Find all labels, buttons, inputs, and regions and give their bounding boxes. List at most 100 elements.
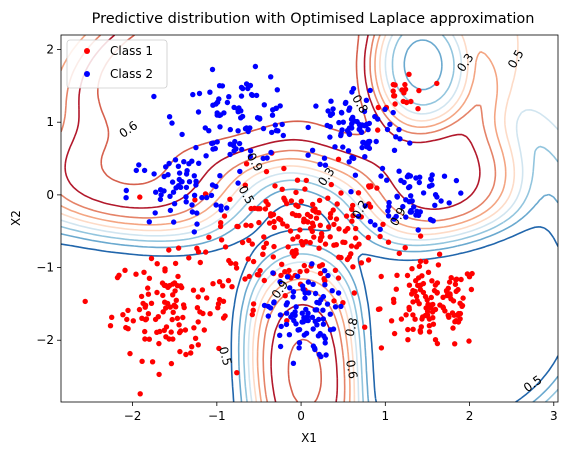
class-1-point	[350, 264, 356, 270]
class-1-point	[451, 312, 457, 318]
class-1-point	[261, 277, 267, 284]
class-1-point	[302, 186, 308, 192]
class-1-point	[466, 338, 472, 344]
class-1-point	[130, 318, 136, 324]
class-1-point	[229, 284, 235, 290]
class-2-point	[365, 126, 371, 133]
y-tick-label: 2	[46, 43, 54, 57]
class-1-point	[375, 306, 382, 312]
class-1-point	[220, 298, 227, 304]
class-1-point	[127, 350, 133, 357]
class-1-point	[405, 326, 411, 333]
class-2-point	[218, 207, 224, 213]
class-2-point	[396, 126, 402, 133]
class-2-point	[184, 168, 190, 174]
class-1-point	[333, 216, 340, 222]
class-1-point	[222, 244, 229, 250]
class-1-point	[348, 243, 355, 249]
class-2-point	[362, 154, 368, 160]
class-2-point	[429, 182, 435, 188]
legend-label-class-2: Class 2	[110, 67, 153, 81]
class-2-point	[141, 167, 148, 174]
class-2-point	[302, 290, 308, 296]
class-1-point	[204, 295, 210, 301]
class-2-point	[416, 179, 422, 186]
contour-label: 0.8	[342, 316, 360, 338]
class-1-point	[279, 186, 285, 192]
class-1-point	[317, 222, 323, 228]
class-1-point	[180, 314, 186, 321]
class-2-point	[169, 179, 176, 185]
class-2-point	[166, 160, 172, 167]
class-2-point	[133, 167, 139, 174]
class-1-point	[271, 243, 277, 250]
class-2-point	[216, 112, 223, 119]
class-1-point	[468, 286, 475, 293]
class-2-point	[183, 194, 189, 200]
class-1-point	[423, 258, 429, 265]
class-2-point	[328, 98, 334, 104]
class-1-point	[172, 288, 178, 294]
class-2-point	[320, 307, 326, 313]
class-2-point	[290, 289, 297, 295]
class-1-point	[195, 342, 201, 348]
class-2-point	[396, 168, 402, 174]
class-2-point	[175, 183, 182, 189]
class-2-point	[296, 340, 303, 346]
class-2-point	[146, 219, 152, 225]
class-1-point	[278, 272, 284, 279]
class-2-point	[247, 148, 254, 154]
class-2-point	[346, 131, 353, 138]
class-1-point	[406, 304, 412, 311]
class-1-point	[281, 165, 287, 172]
class-1-point	[434, 280, 441, 286]
class-1-point	[416, 301, 422, 307]
class-2-point	[213, 202, 219, 208]
class-2-point	[216, 96, 222, 102]
class-1-point	[233, 261, 239, 267]
class-2-point	[332, 144, 338, 150]
class-1-point	[396, 250, 402, 257]
class-1-point	[352, 235, 359, 241]
class-2-point	[375, 116, 381, 122]
class-2-point	[390, 109, 396, 116]
class-1-point	[440, 294, 446, 300]
class-1-point	[263, 240, 270, 246]
class-2-point	[239, 146, 245, 153]
class-1-point	[380, 221, 386, 227]
y-tick-label: −2	[36, 333, 54, 347]
class-1-point	[330, 207, 336, 213]
class-1-point	[319, 233, 325, 240]
class-1-point	[457, 310, 464, 317]
class-2-point	[322, 340, 328, 346]
class-2-point	[313, 103, 319, 109]
class-1-point	[173, 297, 179, 303]
class-1-point	[168, 360, 175, 367]
class-2-point	[360, 139, 366, 146]
class-1-point	[210, 281, 216, 287]
class-2-point	[301, 332, 307, 338]
class-1-point	[430, 315, 436, 321]
class-1-point	[331, 242, 337, 248]
class-1-point	[166, 247, 172, 253]
class-2-point	[446, 200, 452, 206]
class-2-point	[325, 272, 331, 279]
class-1-point	[393, 286, 399, 292]
class-1-point	[310, 201, 316, 208]
class-1-point	[255, 272, 262, 278]
class-1-point	[145, 311, 152, 317]
class-1-point	[249, 311, 255, 318]
class-2-point	[178, 179, 185, 185]
class-2-point	[428, 176, 434, 183]
class-2-point	[240, 85, 246, 92]
y-tick-label: 0	[46, 188, 54, 202]
class-2-point	[384, 126, 391, 133]
class-2-point	[260, 125, 267, 132]
class-1-point	[215, 301, 222, 307]
class-2-point	[167, 193, 173, 199]
chart-title: Predictive distribution with Optimised L…	[92, 11, 535, 27]
class-1-point	[312, 206, 318, 212]
class-1-point	[450, 325, 456, 331]
class-2-point	[340, 119, 346, 125]
class-1-point	[279, 261, 285, 267]
